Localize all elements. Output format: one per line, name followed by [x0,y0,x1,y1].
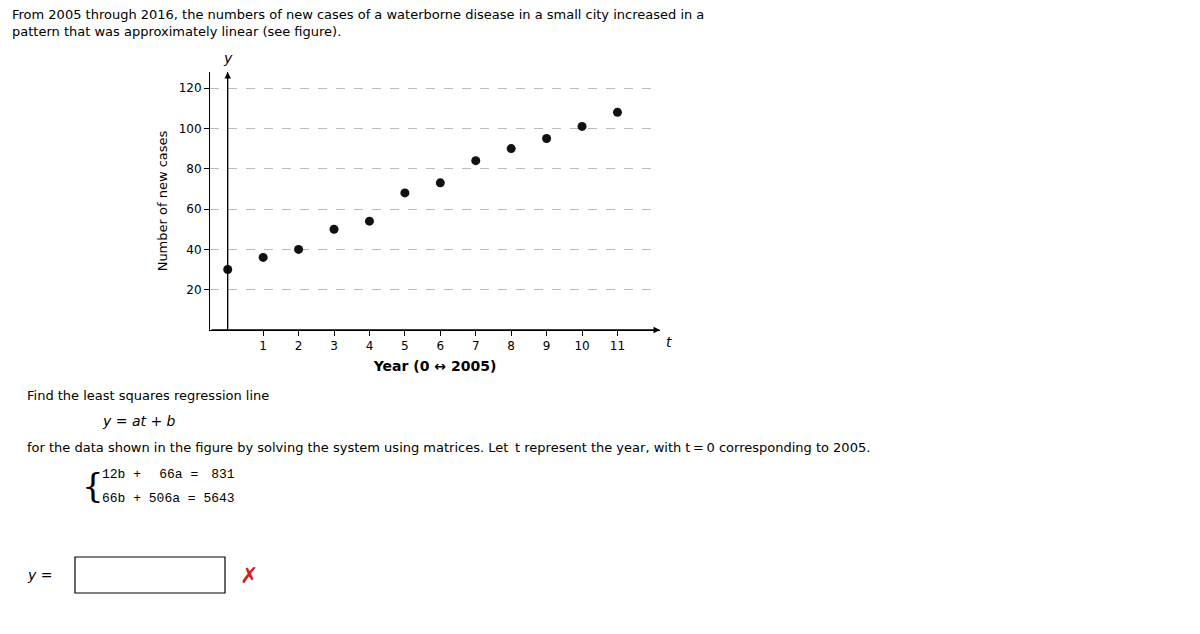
svg-text:40: 40 [186,243,201,257]
svg-text:Find the least squares regress: Find the least squares regression line [27,388,269,403]
svg-text:80: 80 [186,162,201,176]
svg-text:10: 10 [574,339,589,353]
svg-text:✗: ✗ [240,563,258,588]
svg-text:From 2005 through 2016, the nu: From 2005 through 2016, the numbers of n… [12,7,704,39]
svg-text:y: y [223,50,233,66]
svg-text:3: 3 [330,339,338,353]
svg-text:y = at + b: y = at + b [102,413,176,429]
svg-text:1: 1 [259,339,267,353]
svg-text:t: t [666,334,672,350]
svg-text:6: 6 [436,339,444,353]
svg-text:9: 9 [543,339,551,353]
svg-text:4: 4 [366,339,374,353]
svg-text:11: 11 [610,339,625,353]
svg-text:2: 2 [295,339,303,353]
svg-text:5: 5 [401,339,409,353]
svg-text:20: 20 [186,283,201,297]
svg-text:Year (0 ↔ 2005): Year (0 ↔ 2005) [373,358,497,374]
svg-text:120: 120 [179,81,202,95]
svg-text:8: 8 [507,339,515,353]
svg-text:100: 100 [179,122,202,136]
svg-text:Number of new cases: Number of new cases [155,130,170,271]
svg-text:for the data shown in the figu: for the data shown in the figure by solv… [27,440,870,455]
svg-text:y =: y = [27,567,52,583]
svg-text:60: 60 [186,202,201,216]
svg-text:{: { [82,465,104,505]
svg-text:66b + 506a = 5643: 66b + 506a = 5643 [102,491,235,506]
svg-text:7: 7 [472,339,480,353]
svg-text:12b + 66a = 831: 12b + 66a = 831 [102,467,235,482]
